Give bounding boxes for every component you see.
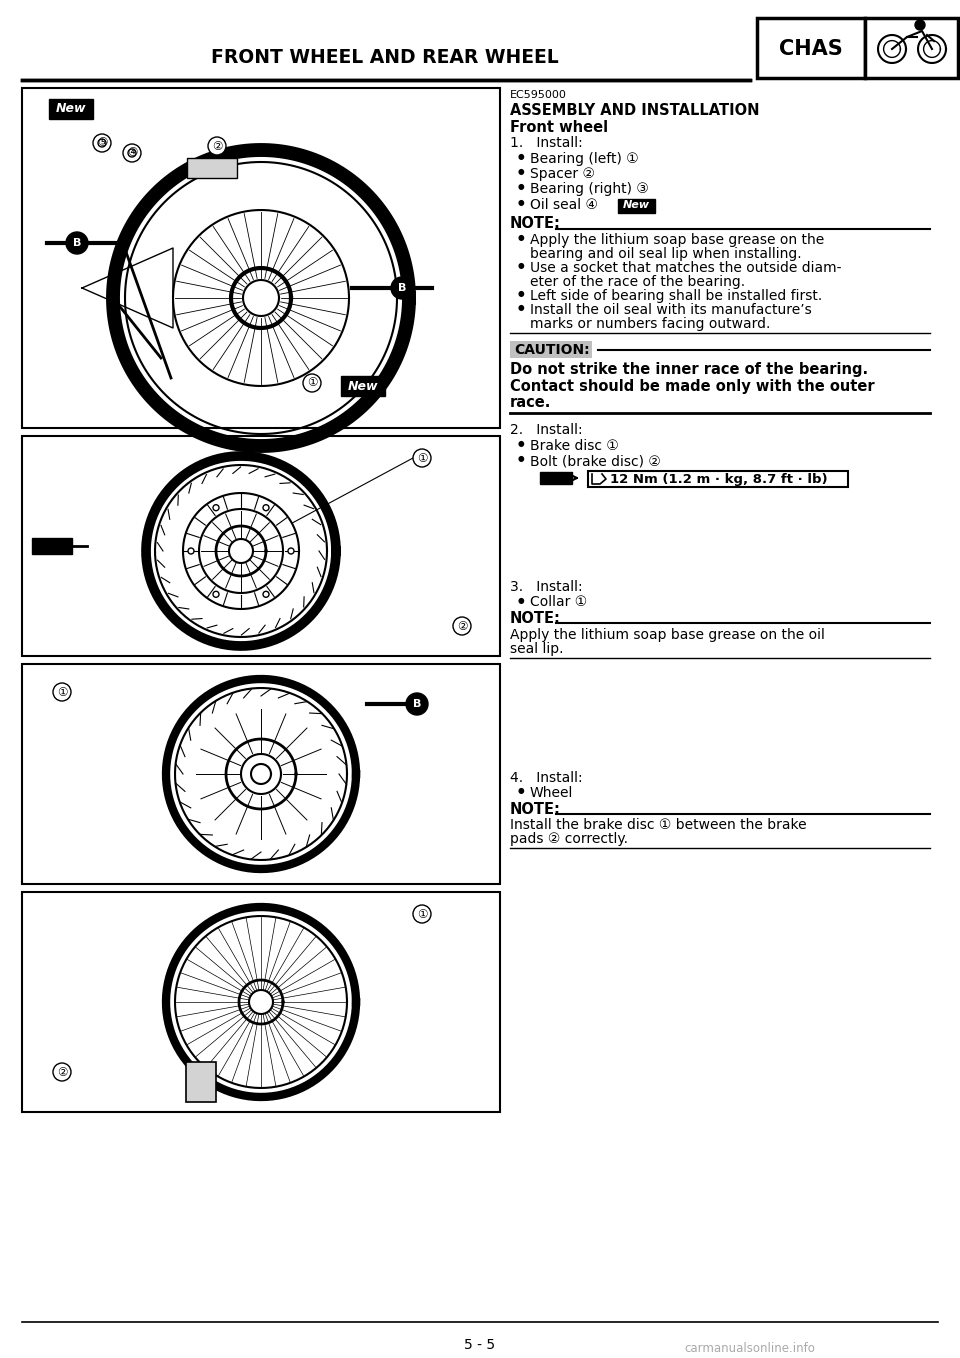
Text: seal lip.: seal lip. — [510, 641, 564, 656]
Text: ④: ④ — [127, 147, 137, 159]
Text: NOTE:: NOTE: — [510, 611, 561, 626]
Bar — [186, 1062, 216, 1101]
Text: Contact should be made only with the outer: Contact should be made only with the out… — [510, 379, 875, 394]
Circle shape — [413, 449, 431, 467]
Text: 5 - 5: 5 - 5 — [465, 1338, 495, 1353]
Circle shape — [406, 693, 428, 716]
Circle shape — [123, 144, 141, 162]
Circle shape — [93, 134, 111, 152]
FancyBboxPatch shape — [49, 99, 93, 120]
Text: New: New — [622, 201, 650, 210]
Text: ①: ① — [57, 686, 67, 698]
Text: ●: ● — [518, 152, 524, 160]
Bar — [510, 341, 592, 359]
Text: ●: ● — [518, 289, 524, 297]
Text: ●: ● — [518, 198, 524, 206]
Circle shape — [391, 277, 413, 299]
Text: ①: ① — [417, 907, 427, 921]
Text: ①: ① — [307, 376, 317, 390]
Text: Apply the lithium soap base grease on the: Apply the lithium soap base grease on th… — [530, 234, 825, 247]
Text: New: New — [348, 379, 378, 392]
Bar — [32, 538, 72, 554]
Circle shape — [263, 505, 269, 511]
Circle shape — [208, 137, 226, 155]
Bar — [22, 892, 500, 1112]
Text: Install the brake disc ① between the brake: Install the brake disc ① between the bra… — [510, 818, 806, 832]
Text: ●: ● — [518, 439, 524, 448]
Circle shape — [188, 549, 194, 554]
Text: 1.   Install:: 1. Install: — [510, 136, 583, 149]
Bar — [757, 18, 865, 77]
Text: Left side of bearing shall be installed first.: Left side of bearing shall be installed … — [530, 289, 823, 303]
Text: B: B — [397, 282, 406, 293]
Text: ●: ● — [518, 261, 524, 270]
Text: NOTE:: NOTE: — [510, 216, 561, 231]
Text: ②: ② — [57, 1066, 67, 1078]
Bar — [22, 88, 500, 428]
Bar — [865, 18, 958, 77]
Circle shape — [213, 591, 219, 598]
Text: ●: ● — [518, 303, 524, 312]
Bar — [22, 436, 500, 656]
Text: Bearing (left) ①: Bearing (left) ① — [530, 152, 638, 166]
Text: Use a socket that matches the outside diam-: Use a socket that matches the outside di… — [530, 261, 842, 276]
Text: ②: ② — [212, 140, 223, 152]
Text: Collar ①: Collar ① — [530, 596, 588, 610]
Text: 4.   Install:: 4. Install: — [510, 770, 583, 785]
Text: 3.   Install:: 3. Install: — [510, 580, 583, 593]
Text: NOTE:: NOTE: — [510, 801, 561, 816]
Text: FRONT WHEEL AND REAR WHEEL: FRONT WHEEL AND REAR WHEEL — [211, 48, 559, 67]
Text: eter of the race of the bearing.: eter of the race of the bearing. — [530, 276, 745, 289]
Text: ●: ● — [518, 596, 524, 604]
Text: ●: ● — [518, 786, 524, 794]
Text: Front wheel: Front wheel — [510, 120, 608, 134]
Text: 12 Nm (1.2 m · kg, 8.7 ft · lb): 12 Nm (1.2 m · kg, 8.7 ft · lb) — [610, 473, 828, 486]
Text: Do not strike the inner race of the bearing.: Do not strike the inner race of the bear… — [510, 363, 868, 378]
Text: Brake disc ①: Brake disc ① — [530, 439, 619, 454]
Text: ASSEMBLY AND INSTALLATION: ASSEMBLY AND INSTALLATION — [510, 103, 759, 118]
Text: EC595000: EC595000 — [510, 90, 566, 100]
Circle shape — [413, 904, 431, 923]
Text: ●: ● — [518, 234, 524, 242]
Circle shape — [915, 20, 925, 30]
Text: 2.   Install:: 2. Install: — [510, 424, 583, 437]
Text: Apply the lithium soap base grease on the oil: Apply the lithium soap base grease on th… — [510, 627, 825, 641]
Bar — [540, 473, 572, 483]
Circle shape — [66, 232, 88, 254]
Circle shape — [53, 1063, 71, 1081]
Text: ●: ● — [518, 167, 524, 177]
Bar — [588, 471, 848, 488]
Text: New: New — [56, 102, 86, 115]
Text: marks or numbers facing outward.: marks or numbers facing outward. — [530, 316, 770, 331]
Text: CAUTION:: CAUTION: — [514, 342, 589, 357]
FancyBboxPatch shape — [341, 376, 385, 397]
Text: Oil seal ④: Oil seal ④ — [530, 198, 598, 212]
Text: Bolt (brake disc) ②: Bolt (brake disc) ② — [530, 455, 660, 469]
Circle shape — [303, 373, 321, 392]
Circle shape — [288, 549, 294, 554]
Bar — [22, 664, 500, 884]
Text: ②: ② — [457, 619, 468, 633]
Text: carmanualsonline.info: carmanualsonline.info — [684, 1342, 815, 1355]
Text: Install the oil seal with its manufacture’s: Install the oil seal with its manufactur… — [530, 303, 812, 316]
FancyBboxPatch shape — [187, 158, 237, 178]
Text: ①: ① — [417, 451, 427, 464]
Circle shape — [53, 683, 71, 701]
Text: CHAS: CHAS — [780, 39, 843, 58]
Text: pads ② correctly.: pads ② correctly. — [510, 832, 628, 846]
Text: ●: ● — [518, 455, 524, 463]
Text: B: B — [413, 699, 421, 709]
FancyBboxPatch shape — [617, 198, 655, 212]
Circle shape — [453, 617, 471, 636]
Text: Bearing (right) ③: Bearing (right) ③ — [530, 182, 649, 197]
Text: race.: race. — [510, 395, 551, 410]
Circle shape — [263, 591, 269, 598]
Text: ⑤: ⑤ — [97, 137, 108, 149]
Text: B: B — [73, 238, 82, 249]
Text: ●: ● — [518, 182, 524, 191]
Text: Wheel: Wheel — [530, 786, 573, 800]
Circle shape — [213, 505, 219, 511]
Text: Spacer ②: Spacer ② — [530, 167, 595, 181]
Text: bearing and oil seal lip when installing.: bearing and oil seal lip when installing… — [530, 247, 802, 261]
